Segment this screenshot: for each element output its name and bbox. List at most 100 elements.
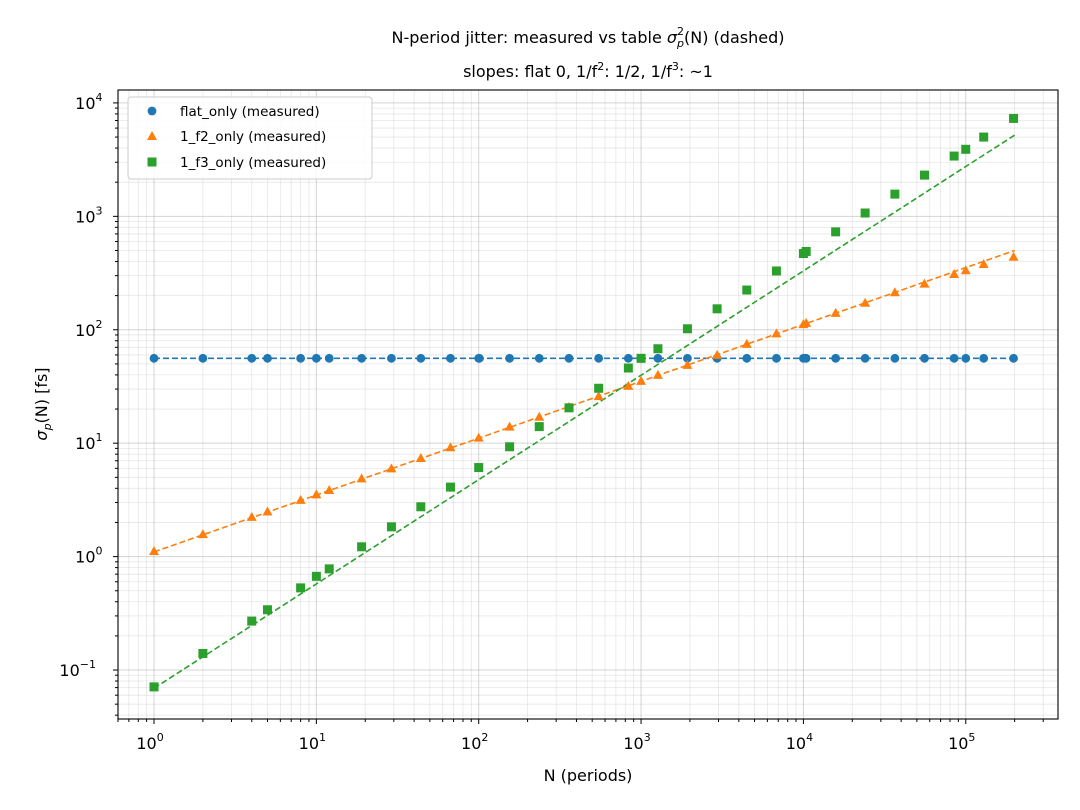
data-point-series-0: [324, 353, 334, 363]
data-point-series-1: [978, 259, 989, 269]
data-point-series-0: [564, 353, 574, 363]
data-point-series-0: [296, 353, 306, 363]
table-line-series-1: [153, 249, 1015, 553]
data-point-series-0: [742, 353, 752, 363]
data-point-series-0: [920, 353, 929, 363]
legend-label-f2: 1_f2_only (measured): [180, 129, 326, 145]
chart-title: N-period jitter: measured vs table σ2 p(N…: [392, 25, 785, 50]
data-point-series-2: [712, 304, 722, 314]
data-point-series-0: [683, 353, 692, 363]
data-point-series-0: [890, 353, 900, 363]
data-point-series-2: [949, 151, 959, 161]
y-tick-label: 101: [75, 431, 102, 453]
data-point-series-0: [860, 353, 870, 363]
plot-frame: [117, 89, 1059, 720]
data-point-series-1: [324, 484, 335, 494]
data-point-series-1: [960, 265, 971, 275]
data-points: [149, 113, 1019, 692]
chart-subtitle: slopes: flat 0, 1/f2: 1/2, 1/f3: ~1: [463, 60, 713, 81]
data-point-series-0: [1009, 353, 1018, 363]
data-point-series-0: [149, 353, 159, 363]
data-point-series-1: [262, 506, 273, 516]
y-tick-label: 104: [75, 91, 102, 113]
data-point-series-2: [149, 682, 159, 692]
legend-marker-f2: [147, 131, 157, 140]
data-point-series-0: [949, 353, 959, 363]
data-point-series-2: [961, 144, 971, 154]
data-point-series-1: [712, 349, 723, 359]
data-point-series-1: [771, 328, 782, 338]
data-point-series-0: [979, 353, 989, 363]
data-point-series-0: [247, 353, 257, 363]
data-point-series-1: [386, 463, 397, 473]
data-point-series-1: [682, 359, 693, 369]
data-point-series-1: [652, 369, 663, 379]
data-point-series-1: [311, 489, 322, 499]
data-point-series-2: [1009, 113, 1019, 123]
data-point-series-1: [741, 338, 752, 348]
data-point-series-2: [890, 189, 900, 199]
data-point-series-0: [772, 353, 781, 363]
data-point-series-2: [801, 246, 811, 256]
data-point-series-2: [979, 132, 989, 142]
data-point-series-2: [564, 403, 574, 413]
data-point-series-2: [311, 571, 321, 581]
data-point-series-1: [860, 297, 871, 307]
data-point-series-1: [473, 432, 484, 442]
data-point-series-1: [415, 453, 426, 463]
data-point-series-0: [653, 353, 663, 363]
data-point-series-2: [831, 227, 841, 237]
data-point-series-2: [357, 542, 367, 552]
legend-label-flat: flat_only (measured): [180, 104, 320, 120]
data-point-series-2: [742, 285, 752, 295]
data-point-series-2: [296, 583, 306, 593]
x-tick-label: 100: [136, 731, 163, 753]
data-point-series-1: [889, 287, 900, 297]
y-axis-label: σp(N) [fs]: [32, 367, 54, 440]
data-point-series-2: [324, 564, 334, 574]
data-point-series-0: [416, 353, 426, 363]
data-point-series-1: [623, 380, 634, 390]
data-point-series-0: [961, 353, 971, 363]
y-tick-label: 10−1: [59, 658, 96, 680]
data-point-series-1: [949, 269, 960, 279]
legend-label-f3: 1_f3_only (measured): [180, 155, 326, 171]
data-point-series-2: [386, 522, 396, 532]
grid: [117, 90, 1058, 719]
data-point-series-0: [534, 353, 544, 363]
data-point-series-1: [246, 511, 257, 521]
data-point-series-1: [1008, 251, 1019, 261]
x-tick-label: 104: [786, 731, 813, 753]
data-point-series-2: [653, 344, 663, 354]
legend: flat_only (measured) 1_f2_only (measured…: [127, 96, 373, 180]
legend-marker-flat: [147, 106, 157, 116]
data-point-series-1: [197, 529, 208, 539]
x-tick-label: 103: [623, 731, 650, 753]
data-point-series-1: [356, 473, 367, 483]
data-point-series-1: [504, 421, 515, 431]
data-point-series-2: [771, 266, 781, 276]
y-tick-label: 103: [75, 204, 102, 226]
data-point-series-1: [295, 494, 306, 504]
data-point-series-2: [445, 482, 455, 492]
y-tick-label: 100: [75, 545, 102, 567]
data-point-series-0: [505, 353, 515, 363]
data-point-series-2: [416, 502, 426, 512]
y-tick-label: 102: [75, 318, 102, 340]
data-point-series-0: [801, 353, 811, 363]
data-point-series-1: [919, 278, 930, 288]
data-point-series-0: [311, 353, 321, 363]
x-tick-label: 105: [948, 731, 975, 753]
data-point-series-2: [247, 616, 257, 626]
data-point-series-1: [149, 546, 160, 556]
data-point-series-2: [636, 353, 646, 363]
data-point-series-0: [831, 353, 841, 363]
data-point-series-1: [593, 391, 604, 401]
data-point-series-0: [387, 353, 396, 363]
legend-marker-f3: [147, 157, 157, 167]
data-point-series-1: [801, 317, 812, 327]
x-tick-label: 102: [461, 731, 488, 753]
data-point-series-2: [474, 463, 484, 473]
data-point-series-1: [636, 375, 647, 385]
